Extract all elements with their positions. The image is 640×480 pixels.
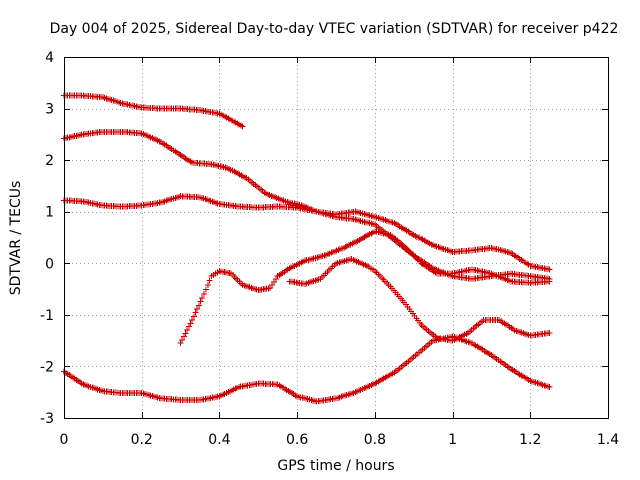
x-tick-label: 0.6 bbox=[286, 432, 308, 448]
y-tick-label: 2 bbox=[45, 153, 54, 169]
data-point bbox=[202, 286, 209, 293]
series-track-3 bbox=[61, 193, 553, 273]
y-axis-label: SDTVAR / TECUs bbox=[8, 181, 24, 296]
y-tick-label: 0 bbox=[45, 256, 54, 272]
data-point bbox=[195, 302, 202, 309]
data-points bbox=[61, 92, 553, 405]
y-tick-label: -2 bbox=[40, 359, 54, 375]
data-point bbox=[546, 278, 553, 285]
x-tick-label: 1.2 bbox=[519, 432, 541, 448]
data-point bbox=[189, 317, 196, 324]
data-point bbox=[185, 323, 192, 330]
x-tick-label: 1.4 bbox=[597, 432, 619, 448]
data-point bbox=[184, 326, 191, 333]
data-point bbox=[546, 329, 553, 336]
data-point bbox=[192, 309, 199, 316]
series-track-1 bbox=[61, 92, 246, 130]
series-track-5 bbox=[286, 256, 553, 344]
data-point bbox=[239, 123, 246, 130]
data-point bbox=[182, 330, 189, 337]
chart-title: Day 004 of 2025, Sidereal Day-to-day VTE… bbox=[50, 21, 619, 37]
data-point bbox=[187, 320, 194, 327]
x-tick-label: 0.8 bbox=[364, 432, 386, 448]
data-point bbox=[206, 277, 213, 284]
data-point bbox=[204, 282, 211, 289]
data-point bbox=[546, 266, 553, 273]
y-tick-label: 1 bbox=[45, 205, 54, 221]
x-tick-label: 1 bbox=[448, 432, 457, 448]
data-point bbox=[194, 305, 201, 312]
data-point bbox=[177, 340, 184, 347]
x-tick-label: 0.2 bbox=[131, 432, 153, 448]
y-tick-label: 4 bbox=[45, 50, 54, 66]
data-point bbox=[190, 313, 197, 320]
plot-frame bbox=[64, 57, 609, 419]
x-axis-label: GPS time / hours bbox=[277, 458, 394, 474]
data-point bbox=[197, 298, 204, 305]
data-point bbox=[180, 333, 187, 340]
y-tick-label: -3 bbox=[40, 411, 54, 427]
series-track-4 bbox=[177, 228, 553, 347]
data-point bbox=[200, 291, 207, 298]
y-tick-label: 3 bbox=[45, 102, 54, 118]
data-point bbox=[199, 294, 206, 301]
axis-ticks: 0 0.2 0.4 0.6 0.8 1 1.2 1.4 -3 -2 -1 0 1 2 3 4 bbox=[40, 50, 619, 448]
x-tick-label: 0 bbox=[60, 432, 69, 448]
data-point bbox=[179, 336, 186, 343]
data-point bbox=[546, 384, 553, 391]
y-tick-label: -1 bbox=[40, 308, 54, 324]
x-tick-label: 0.4 bbox=[208, 432, 230, 448]
series-track-6 bbox=[61, 333, 553, 405]
